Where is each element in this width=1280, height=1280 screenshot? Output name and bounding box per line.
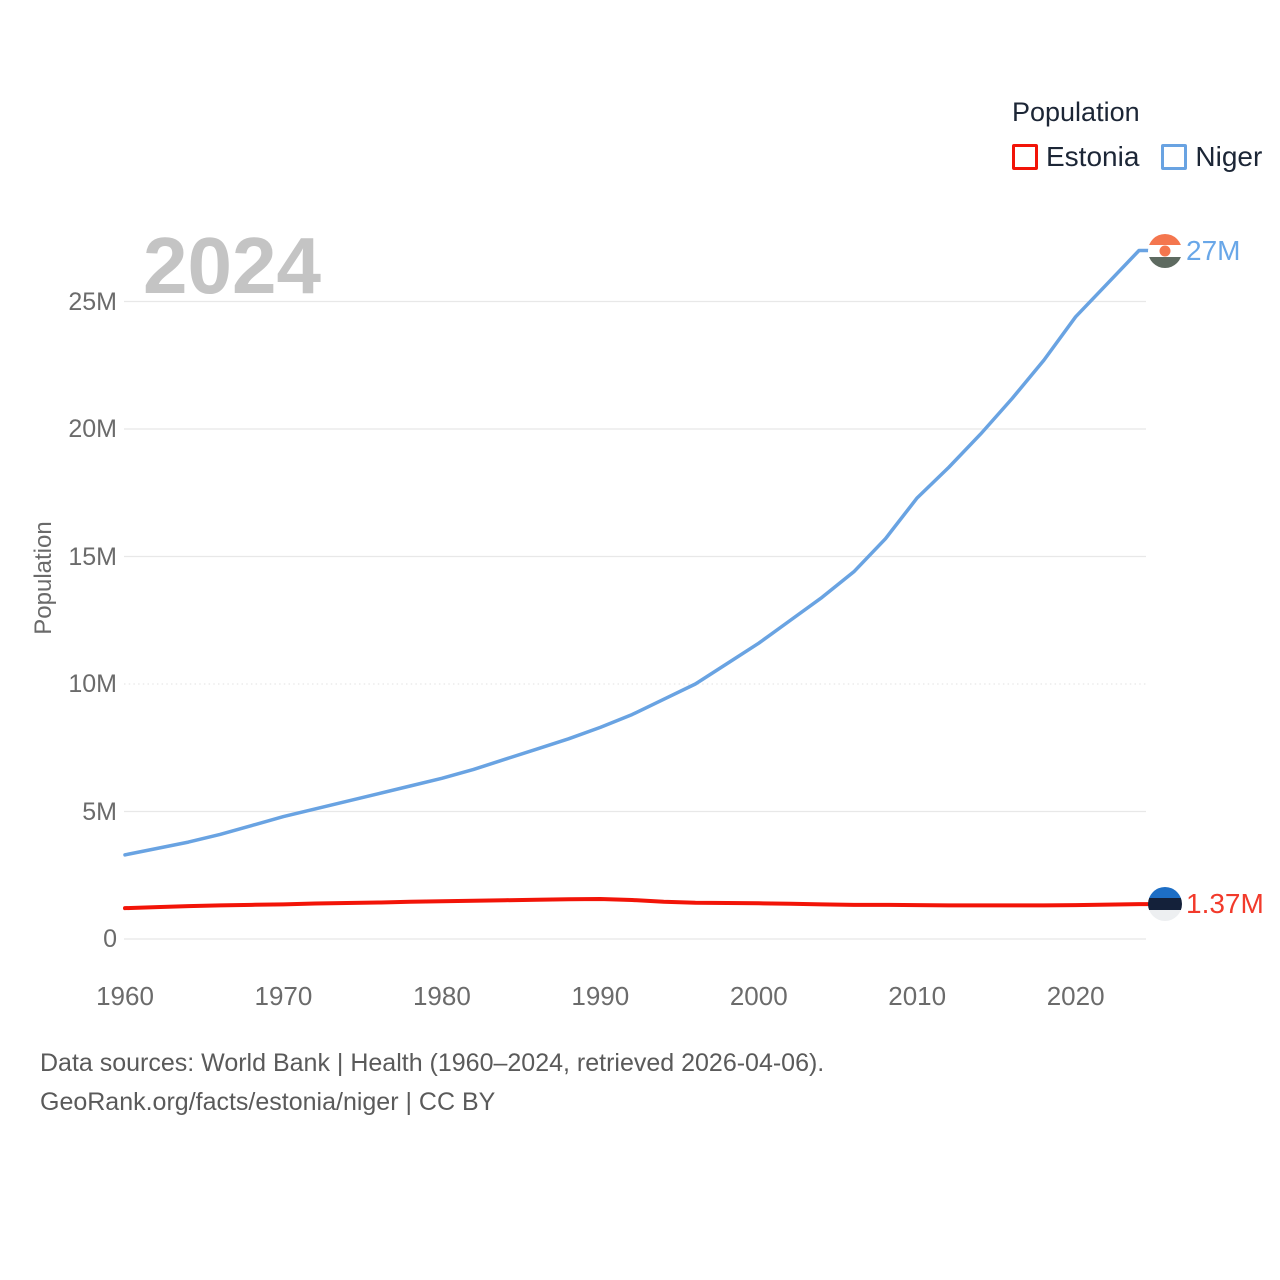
footer-sources-line: Data sources: World Bank | Health (1960–… xyxy=(40,1049,825,1077)
y-tick-label-0: 0 xyxy=(103,925,117,953)
legend: Population Estonia Niger xyxy=(1012,97,1262,173)
y-tick-label-5M: 5M xyxy=(82,797,117,826)
legend-swatch-niger[interactable] xyxy=(1161,144,1188,170)
footer-attribution-line: GeoRank.org/facts/estonia/niger | CC BY xyxy=(40,1088,496,1116)
legend-label-estonia: Estonia xyxy=(1046,141,1140,172)
niger-line xyxy=(123,248,1154,857)
x-tick-label-1960: 1960 xyxy=(96,981,154,1011)
y-tick-label-25M: 25M xyxy=(68,287,117,316)
x-tick-label-1970: 1970 xyxy=(254,981,313,1011)
y-tick-label-20M: 20M xyxy=(68,415,117,443)
y-tick-label-15M: 15M xyxy=(68,542,117,571)
legend-label-niger: Niger xyxy=(1195,141,1263,172)
x-tick-label-1980: 1980 xyxy=(412,981,471,1011)
legend-row: Estonia Niger xyxy=(1012,141,1262,173)
legend-item-estonia[interactable]: Estonia xyxy=(1012,141,1139,173)
x-tick-label-2000: 2000 xyxy=(729,981,788,1011)
estonia-line xyxy=(123,896,1154,911)
x-tick-label-2010: 2010 xyxy=(888,981,947,1011)
x-tick-label-2020: 2020 xyxy=(1046,981,1105,1011)
y-axis-title: Population xyxy=(30,521,57,635)
niger-flag-icon xyxy=(1148,233,1182,268)
estonia-flag-icon xyxy=(1148,887,1182,922)
watermark-year: 2024 xyxy=(143,221,321,310)
y-tick-label-10M: 10M xyxy=(68,670,117,698)
niger-end-label: 27M xyxy=(1186,234,1241,266)
legend-title: Population xyxy=(1012,97,1140,127)
footer: Data sources: World Bank | Health (1960–… xyxy=(40,1044,824,1122)
legend-swatch-estonia[interactable] xyxy=(1012,144,1038,170)
estonia-end-label: 1.37M xyxy=(1186,888,1264,920)
x-tick-label-1990: 1990 xyxy=(571,981,630,1011)
legend-item-niger[interactable]: Niger xyxy=(1161,141,1262,173)
